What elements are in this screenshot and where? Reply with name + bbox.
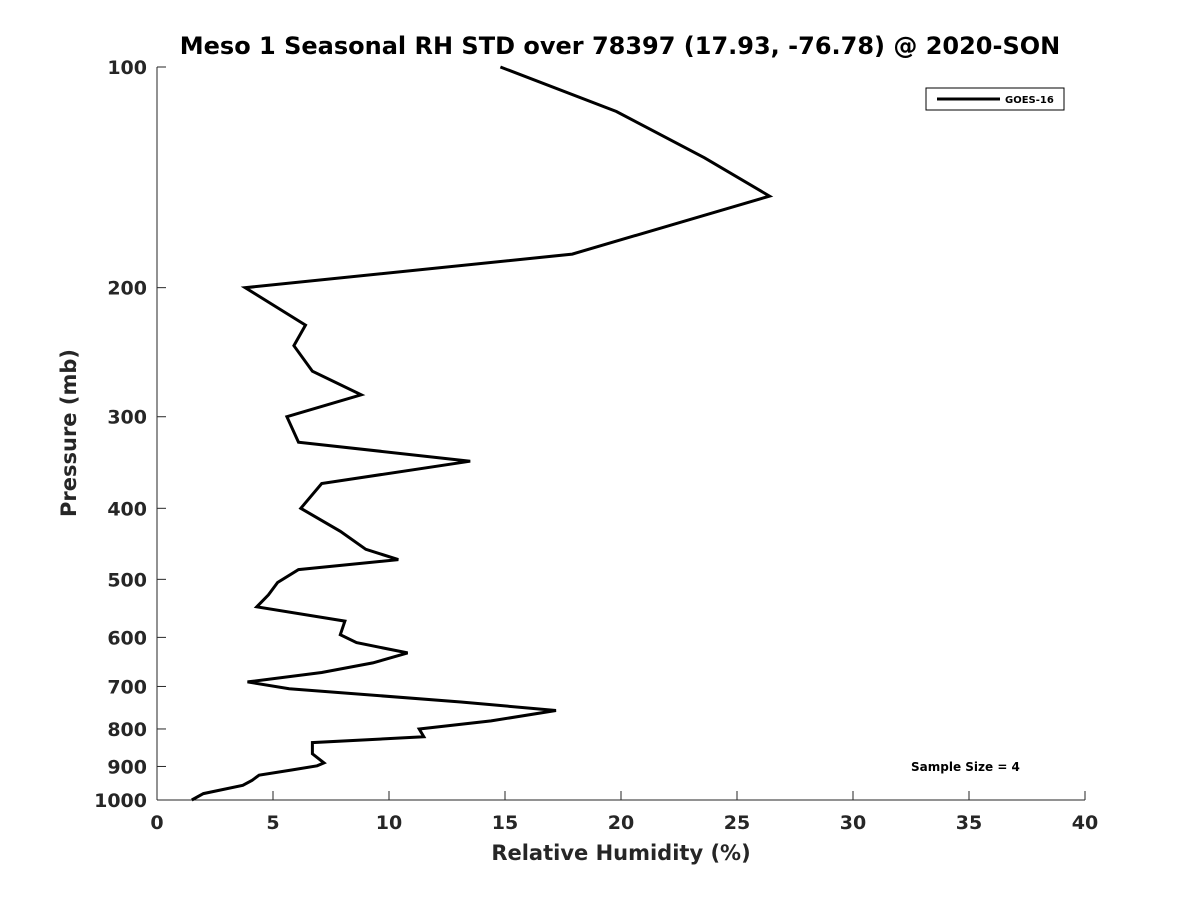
x-tick-label: 10 <box>376 812 402 834</box>
y-axis-label: Pressure (mb) <box>57 349 81 517</box>
x-tick-label: 25 <box>724 812 750 834</box>
y-tick-label: 900 <box>107 756 147 778</box>
series-line-goes-16 <box>191 65 774 802</box>
legend-label-goes-16: GOES-16 <box>1005 95 1054 106</box>
legend: GOES-16 <box>925 87 1065 111</box>
x-tick-label: 0 <box>150 812 163 834</box>
chart-title: Meso 1 Seasonal RH STD over 78397 (17.93… <box>180 32 1061 60</box>
x-tick-label: 40 <box>1072 812 1098 834</box>
x-axis-label: Relative Humidity (%) <box>491 841 750 865</box>
y-tick-label: 500 <box>107 569 147 591</box>
plot-area <box>157 67 1085 800</box>
y-tick-label: 800 <box>107 719 147 741</box>
y-tick-label: 400 <box>107 498 147 520</box>
x-tick-label: 30 <box>840 812 866 834</box>
x-tick-label: 35 <box>956 812 982 834</box>
y-axis-ticks: 100 200 300 400 500 600 700 800 900 1000 <box>94 57 166 812</box>
y-tick-label: 1000 <box>94 790 147 812</box>
x-axis-ticks: 0 5 10 15 20 25 30 35 40 <box>150 791 1098 834</box>
y-tick-label: 100 <box>107 57 147 79</box>
y-tick-label: 700 <box>107 676 147 698</box>
y-tick-label: 200 <box>107 278 147 300</box>
sample-size-annotation: Sample Size = 4 <box>911 760 1020 774</box>
y-tick-label: 300 <box>107 407 147 429</box>
series-layer <box>191 65 774 802</box>
x-tick-label: 15 <box>492 812 518 834</box>
x-tick-label: 5 <box>266 812 279 834</box>
x-tick-label: 20 <box>608 812 634 834</box>
y-tick-label: 600 <box>107 627 147 649</box>
